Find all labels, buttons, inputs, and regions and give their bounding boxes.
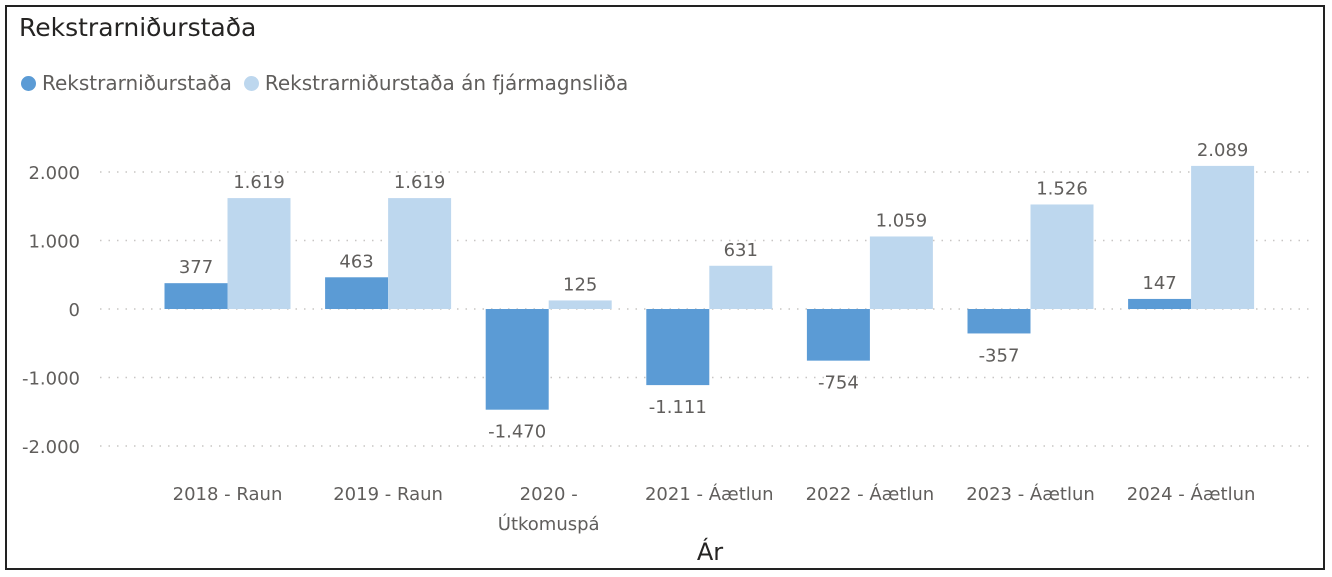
y-tick-label: -2.000 (22, 437, 80, 458)
data-label: 377 (179, 257, 213, 278)
legend-item-series-1[interactable]: Rekstrarniðurstaða (21, 71, 232, 95)
data-label: 1.619 (394, 172, 446, 193)
data-label: -754 (818, 373, 859, 394)
bar[interactable] (388, 198, 452, 309)
x-tick-label: 2018 - Raun (173, 484, 283, 505)
y-tick-label: 2.000 (28, 163, 80, 184)
legend-item-series-2[interactable]: Rekstrarniðurstaða án fjármagnsliða (243, 71, 629, 95)
legend-label-series-1: Rekstrarniðurstaða (42, 71, 232, 95)
y-tick-label: -1.000 (22, 369, 80, 390)
x-tick-label: 2023 - Áætlun (966, 483, 1095, 505)
bar[interactable] (869, 236, 933, 309)
data-label: 1.059 (876, 210, 928, 231)
data-label: 2.089 (1197, 140, 1249, 161)
x-tick-label: 2022 - Áætlun (806, 483, 935, 505)
legend-label-series-2: Rekstrarniðurstaða án fjármagnsliða (264, 71, 629, 95)
x-tick-label: 2021 - Áætlun (645, 483, 774, 505)
bar[interactable] (485, 309, 549, 410)
data-label: 125 (563, 274, 597, 295)
bar[interactable] (1128, 298, 1192, 309)
x-tick-label: 2020 - (520, 484, 578, 505)
y-tick-label: 0 (69, 300, 80, 321)
bar[interactable] (1030, 204, 1094, 309)
bar[interactable] (227, 198, 291, 309)
bar[interactable] (967, 309, 1031, 334)
data-label: 1.619 (233, 172, 285, 193)
bar[interactable] (806, 309, 870, 361)
y-tick-label: 1.000 (28, 232, 80, 253)
bar[interactable] (709, 265, 773, 309)
data-label: -1.111 (649, 397, 707, 418)
data-label: 1.526 (1036, 178, 1088, 199)
legend-marker-series-2 (243, 75, 259, 91)
data-label: -357 (979, 345, 1020, 366)
bar[interactable] (325, 277, 389, 309)
x-tick-label: Útkomuspá (498, 513, 600, 535)
legend-marker-series-1 (21, 75, 36, 91)
bar[interactable] (646, 309, 710, 386)
legend: Rekstrarniðurstaða Rekstrarniðurstaða án… (21, 71, 640, 95)
data-label: 147 (1142, 273, 1176, 294)
data-label: -1.470 (488, 422, 546, 443)
x-tick-label: 2019 - Raun (333, 484, 443, 505)
data-label: 463 (339, 251, 373, 272)
bar[interactable] (548, 300, 612, 309)
x-axis-title: Ár (697, 537, 723, 566)
bar[interactable] (164, 283, 228, 309)
bar[interactable] (1191, 165, 1255, 309)
x-tick-label: 2024 - Áætlun (1127, 483, 1256, 505)
chart-title: Rekstrarniðurstaða (19, 13, 257, 42)
data-label: 631 (724, 240, 758, 261)
